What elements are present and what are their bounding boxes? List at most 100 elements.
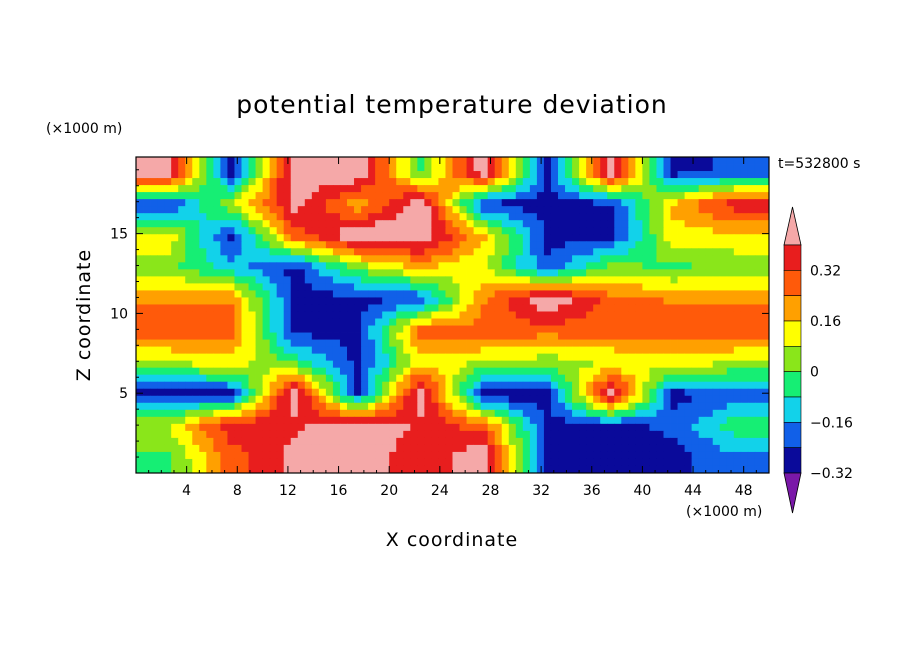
field-cell <box>304 388 313 397</box>
field-cell <box>290 388 299 397</box>
field-cell <box>438 311 446 319</box>
field-cell <box>663 255 671 263</box>
field-cell <box>445 402 453 411</box>
field-cell <box>515 402 524 411</box>
field-cell <box>213 325 221 333</box>
field-cell <box>684 255 693 263</box>
field-cell <box>621 374 629 383</box>
field-cell <box>543 199 552 207</box>
field-cell <box>719 360 728 369</box>
field-cell <box>318 346 327 355</box>
field-cell <box>712 402 721 411</box>
field-cell <box>487 437 496 446</box>
field-cell <box>157 213 165 221</box>
field-cell <box>473 409 482 418</box>
field-cell <box>593 164 601 172</box>
field-cell <box>572 262 580 270</box>
field-cell <box>445 325 453 333</box>
field-cell <box>297 346 306 355</box>
field-cell <box>297 339 306 347</box>
field-cell <box>375 451 383 460</box>
field-cell <box>382 346 390 355</box>
field-cell <box>375 458 383 467</box>
field-cell <box>586 171 594 179</box>
field-cell <box>213 283 221 291</box>
field-cell <box>656 290 664 298</box>
field-cell <box>663 164 671 172</box>
field-cell <box>607 297 615 305</box>
field-cell <box>593 311 601 319</box>
field-cell <box>325 234 334 242</box>
field-cell <box>178 346 186 355</box>
field-cell <box>304 304 313 312</box>
field-cell <box>572 381 580 390</box>
field-cell <box>438 192 446 200</box>
field-cell <box>417 339 425 347</box>
field-cell <box>283 388 292 397</box>
field-cell <box>754 206 763 214</box>
field-cell <box>150 332 158 340</box>
field-cell <box>473 416 482 425</box>
field-cell <box>508 451 517 460</box>
field-cell <box>255 227 263 235</box>
field-cell <box>213 374 221 383</box>
field-cell <box>642 164 650 172</box>
field-cell <box>431 409 439 418</box>
field-cell <box>522 451 531 460</box>
field-cell <box>382 185 390 193</box>
field-cell <box>522 339 531 347</box>
field-cell <box>354 444 362 453</box>
field-cell <box>747 458 756 467</box>
field-cell <box>248 332 256 340</box>
field-cell <box>361 388 369 397</box>
field-cell <box>754 192 763 200</box>
field-cell <box>621 290 629 298</box>
field-cell <box>347 241 355 249</box>
field-cell <box>543 297 552 305</box>
field-cell <box>452 451 460 460</box>
field-cell <box>185 367 193 376</box>
field-cell <box>248 353 256 362</box>
field-cell <box>262 423 271 432</box>
field-cell <box>558 423 566 432</box>
field-cell <box>656 374 664 383</box>
field-cell <box>480 157 489 165</box>
field-cell <box>719 388 728 397</box>
field-cell <box>241 262 249 270</box>
field-cell <box>593 409 601 418</box>
field-cell <box>248 283 256 291</box>
field-cell <box>508 304 517 312</box>
field-cell <box>192 360 200 369</box>
field-cell <box>459 409 467 418</box>
field-cell <box>136 395 144 404</box>
field-cell <box>614 178 622 186</box>
field-cell <box>635 276 643 284</box>
field-cell <box>691 318 700 326</box>
field-cell <box>234 346 242 355</box>
field-cell <box>164 234 172 242</box>
field-cell <box>290 353 299 362</box>
field-cell <box>550 192 559 200</box>
field-cell <box>276 388 285 397</box>
field-cell <box>565 346 573 355</box>
field-cell <box>304 213 313 221</box>
field-cell <box>276 220 285 228</box>
field-cell <box>628 465 636 473</box>
field-cell <box>347 297 355 305</box>
field-cell <box>157 395 165 404</box>
field-cell <box>670 297 678 305</box>
field-cell <box>558 374 566 383</box>
field-cell <box>445 157 453 165</box>
field-cell <box>508 297 517 305</box>
field-cell <box>410 290 418 298</box>
field-cell <box>157 164 165 172</box>
field-cell <box>276 297 285 305</box>
field-cell <box>508 332 517 340</box>
field-cell <box>136 318 144 326</box>
field-cell <box>431 206 439 214</box>
field-cell <box>157 444 165 453</box>
field-cell <box>347 465 355 473</box>
field-cell <box>607 206 615 214</box>
field-cell <box>297 192 306 200</box>
field-cell <box>529 339 538 347</box>
